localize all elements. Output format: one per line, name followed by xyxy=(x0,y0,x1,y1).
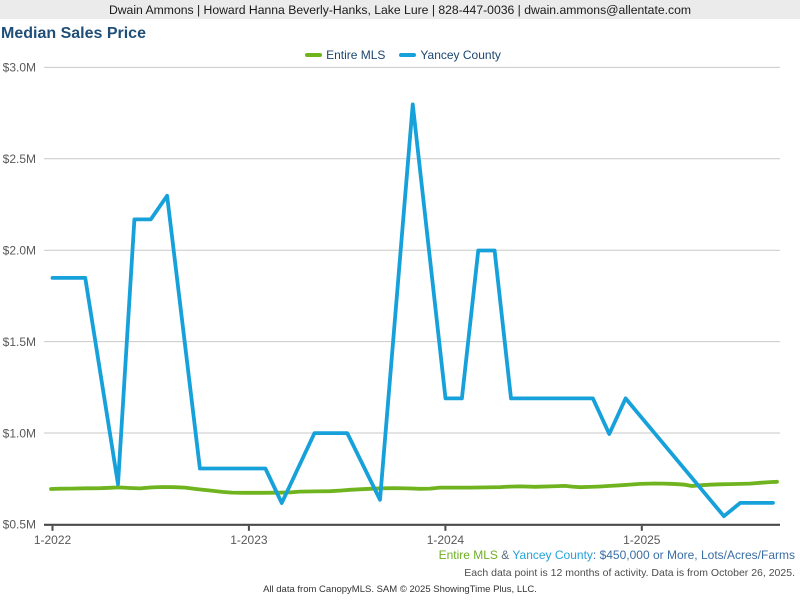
svg-text:1-2024: 1-2024 xyxy=(427,533,465,547)
svg-text:$1.5M: $1.5M xyxy=(3,335,36,349)
svg-text:1-2025: 1-2025 xyxy=(623,533,661,547)
svg-text:$2.0M: $2.0M xyxy=(3,244,36,258)
svg-text:$2.5M: $2.5M xyxy=(3,152,36,166)
svg-text:$0.5M: $0.5M xyxy=(3,518,36,532)
svg-text:$1.0M: $1.0M xyxy=(3,426,36,440)
svg-text:$3.0M: $3.0M xyxy=(3,61,36,75)
svg-text:1-2022: 1-2022 xyxy=(34,533,72,547)
svg-text:1-2023: 1-2023 xyxy=(230,533,268,547)
